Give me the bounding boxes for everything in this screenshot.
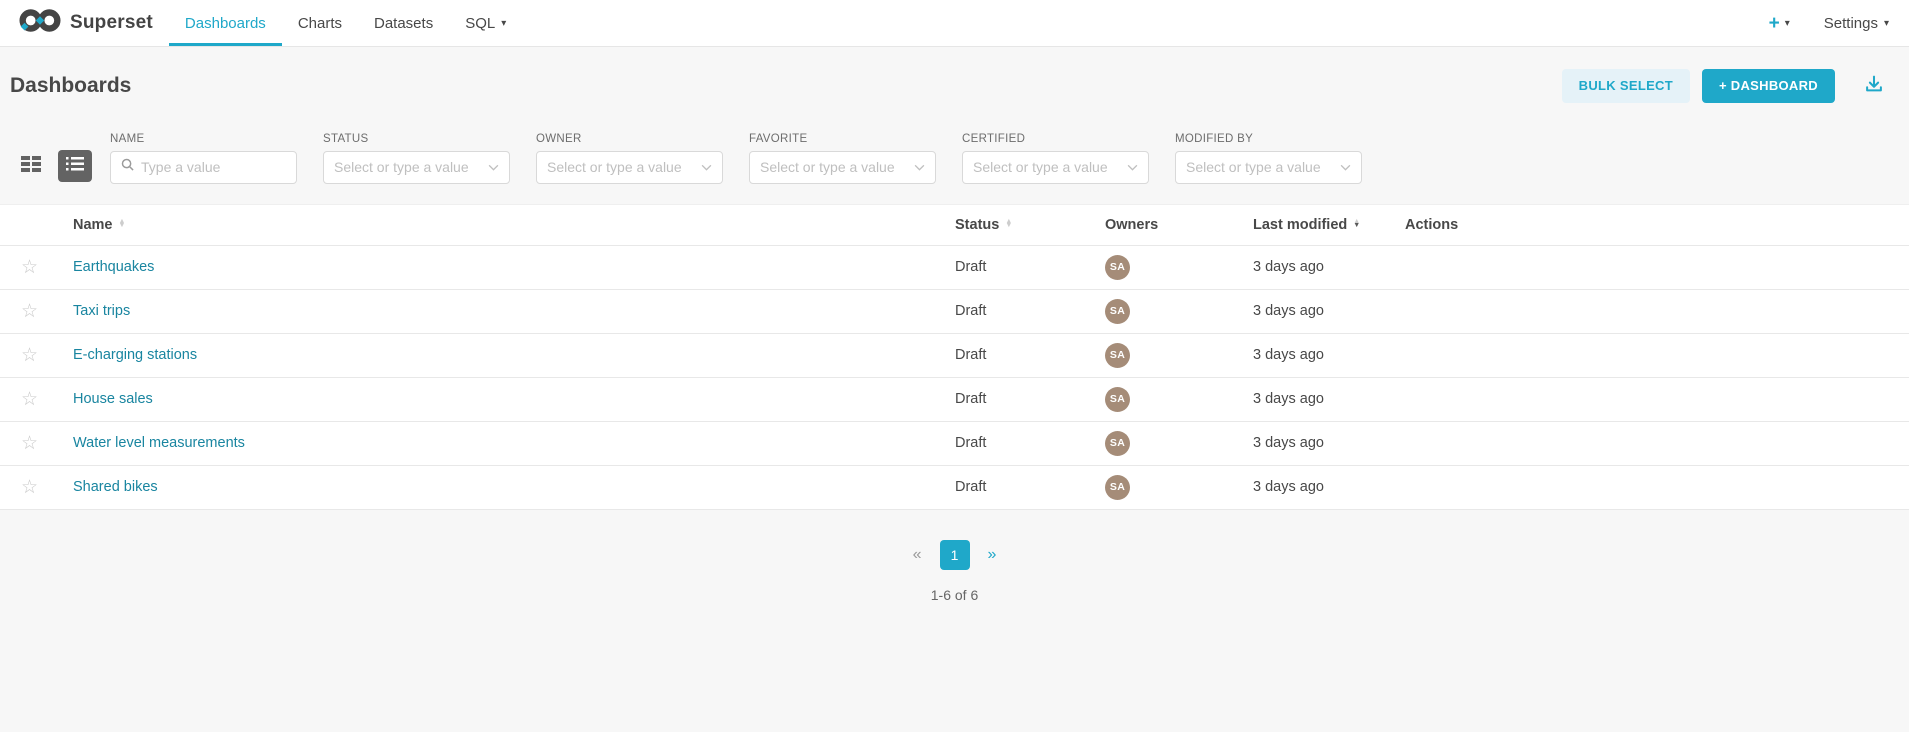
pagination-summary: 1-6 of 6 [930, 586, 979, 603]
name-filter-input[interactable] [141, 159, 286, 176]
nav-tab-dashboards[interactable]: Dashboards [168, 0, 282, 46]
dashboard-link[interactable]: House sales [73, 391, 153, 408]
last-modified-value: 3 days ago [1253, 479, 1324, 496]
filter-status: STATUS Select or type a value [323, 133, 510, 184]
last-modified-value: 3 days ago [1253, 259, 1324, 276]
view-toggles [14, 149, 92, 182]
new-item-menu-button[interactable]: + ▾ [1769, 14, 1790, 33]
previous-page-button[interactable]: « [912, 545, 922, 563]
column-header-owners: Owners [1105, 216, 1159, 233]
status-value: Draft [955, 259, 987, 276]
dashboard-link[interactable]: Earthquakes [73, 259, 155, 276]
search-icon [121, 158, 134, 176]
bulk-select-button[interactable]: BULK SELECT [1561, 69, 1690, 103]
infinity-logo-icon [18, 7, 62, 39]
favorite-filter-select[interactable]: Select or type a value [749, 150, 936, 184]
last-modified-value: 3 days ago [1253, 303, 1324, 320]
column-header-status[interactable]: Status ▲ ▼ [955, 216, 1013, 233]
dashboards-table: Name ▲ ▼ Status ▲ ▼ Owners Last modified… [0, 203, 1909, 510]
table-row: ☆ Earthquakes Draft SA 3 days ago [0, 245, 1909, 290]
list-view-toggle[interactable] [58, 149, 92, 182]
caret-down-icon: ▾ [1883, 17, 1889, 29]
column-header-last-modified[interactable]: Last modified ▲ ▼ [1253, 216, 1361, 233]
status-value: Draft [955, 347, 987, 364]
table-row: ☆ E-charging stations Draft SA 3 days ag… [0, 333, 1909, 378]
nav-tab-sql[interactable]: SQL ▾ [465, 14, 507, 32]
favorite-star-icon[interactable]: ☆ [21, 344, 39, 366]
filter-favorite: FAVORITE Select or type a value [749, 133, 936, 184]
filters-bar: NAME STATUS Select or type a value OWNE [110, 133, 1362, 184]
chevron-down-icon [1340, 158, 1351, 176]
table-header-row: Name ▲ ▼ Status ▲ ▼ Owners Last modified… [0, 203, 1909, 246]
nav-tab-charts[interactable]: Charts [297, 14, 342, 32]
caret-down-icon: ▾ [1784, 17, 1790, 29]
owner-filter-select[interactable]: Select or type a value [536, 150, 723, 184]
dashboard-link[interactable]: E-charging stations [73, 347, 198, 364]
filter-name: NAME [110, 133, 297, 184]
top-navbar: Superset Dashboards Charts Datasets SQL … [0, 0, 1909, 47]
card-view-toggle[interactable] [14, 150, 48, 182]
filter-certified: CERTIFIED Select or type a value [962, 133, 1149, 184]
table-row: ☆ Shared bikes Draft SA 3 days ago [0, 465, 1909, 510]
import-dashboard-button[interactable] [1863, 73, 1885, 98]
last-modified-value: 3 days ago [1253, 347, 1324, 364]
main-nav: Dashboards Charts Datasets SQL ▾ [168, 0, 522, 46]
owner-avatar: SA [1105, 386, 1130, 412]
page-title: Dashboards [10, 73, 132, 97]
owner-avatar: SA [1105, 430, 1130, 456]
table-row: ☆ Taxi trips Draft SA 3 days ago [0, 289, 1909, 334]
caret-down-icon: ▾ [501, 17, 507, 29]
pagination: « 1 » [0, 539, 1909, 570]
import-icon [1863, 73, 1885, 98]
page-header: Dashboards BULK SELECT + DASHBOARD [0, 47, 1909, 103]
dashboard-link[interactable]: Taxi trips [73, 303, 131, 320]
table-row: ☆ House sales Draft SA 3 days ago [0, 377, 1909, 422]
settings-menu-button[interactable]: Settings ▾ [1823, 14, 1889, 32]
status-filter-select[interactable]: Select or type a value [323, 150, 510, 184]
grid-view-icon [20, 154, 42, 177]
nav-tab-datasets[interactable]: Datasets [374, 14, 434, 32]
sort-desc-icon: ▲ ▼ [1353, 217, 1361, 230]
last-modified-value: 3 days ago [1253, 435, 1324, 452]
owner-avatar: SA [1105, 298, 1130, 324]
list-controls: NAME STATUS Select or type a value OWNE [0, 133, 1909, 184]
favorite-star-icon[interactable]: ☆ [21, 432, 39, 454]
add-dashboard-button[interactable]: + DASHBOARD [1701, 69, 1835, 103]
chevron-down-icon [488, 158, 499, 176]
sort-icon: ▲ ▼ [1005, 217, 1013, 230]
favorite-star-icon[interactable]: ☆ [21, 300, 39, 322]
plus-icon: + [1768, 12, 1780, 34]
favorite-star-icon[interactable]: ☆ [21, 388, 39, 410]
modified-by-filter-select[interactable]: Select or type a value [1175, 150, 1362, 184]
favorite-star-icon[interactable]: ☆ [21, 256, 39, 278]
page-number-button[interactable]: 1 [939, 539, 970, 570]
status-value: Draft [955, 391, 987, 408]
brand-name: Superset [70, 12, 153, 33]
owner-avatar: SA [1105, 254, 1130, 280]
favorite-star-icon[interactable]: ☆ [21, 476, 39, 498]
table-row: ☆ Water level measurements Draft SA 3 da… [0, 421, 1909, 466]
navbar-right: + ▾ Settings ▾ [1769, 0, 1909, 46]
status-value: Draft [955, 435, 987, 452]
list-view-icon [65, 155, 85, 176]
dashboard-link[interactable]: Shared bikes [73, 479, 158, 496]
superset-logo[interactable]: Superset [0, 0, 161, 46]
dashboard-link[interactable]: Water level measurements [73, 435, 245, 452]
filter-modified-by: MODIFIED BY Select or type a value [1175, 133, 1362, 184]
column-header-name[interactable]: Name ▲ ▼ [73, 216, 126, 233]
status-value: Draft [955, 479, 987, 496]
sort-icon: ▲ ▼ [118, 217, 126, 230]
next-page-button[interactable]: » [987, 545, 997, 563]
column-header-actions: Actions [1405, 216, 1459, 233]
status-value: Draft [955, 303, 987, 320]
filter-owner: OWNER Select or type a value [536, 133, 723, 184]
chevron-down-icon [914, 158, 925, 176]
chevron-down-icon [701, 158, 712, 176]
last-modified-value: 3 days ago [1253, 391, 1324, 408]
header-actions: BULK SELECT + DASHBOARD [1561, 69, 1885, 103]
owner-avatar: SA [1105, 342, 1130, 368]
owner-avatar: SA [1105, 474, 1130, 500]
certified-filter-select[interactable]: Select or type a value [962, 150, 1149, 184]
chevron-down-icon [1127, 158, 1138, 176]
